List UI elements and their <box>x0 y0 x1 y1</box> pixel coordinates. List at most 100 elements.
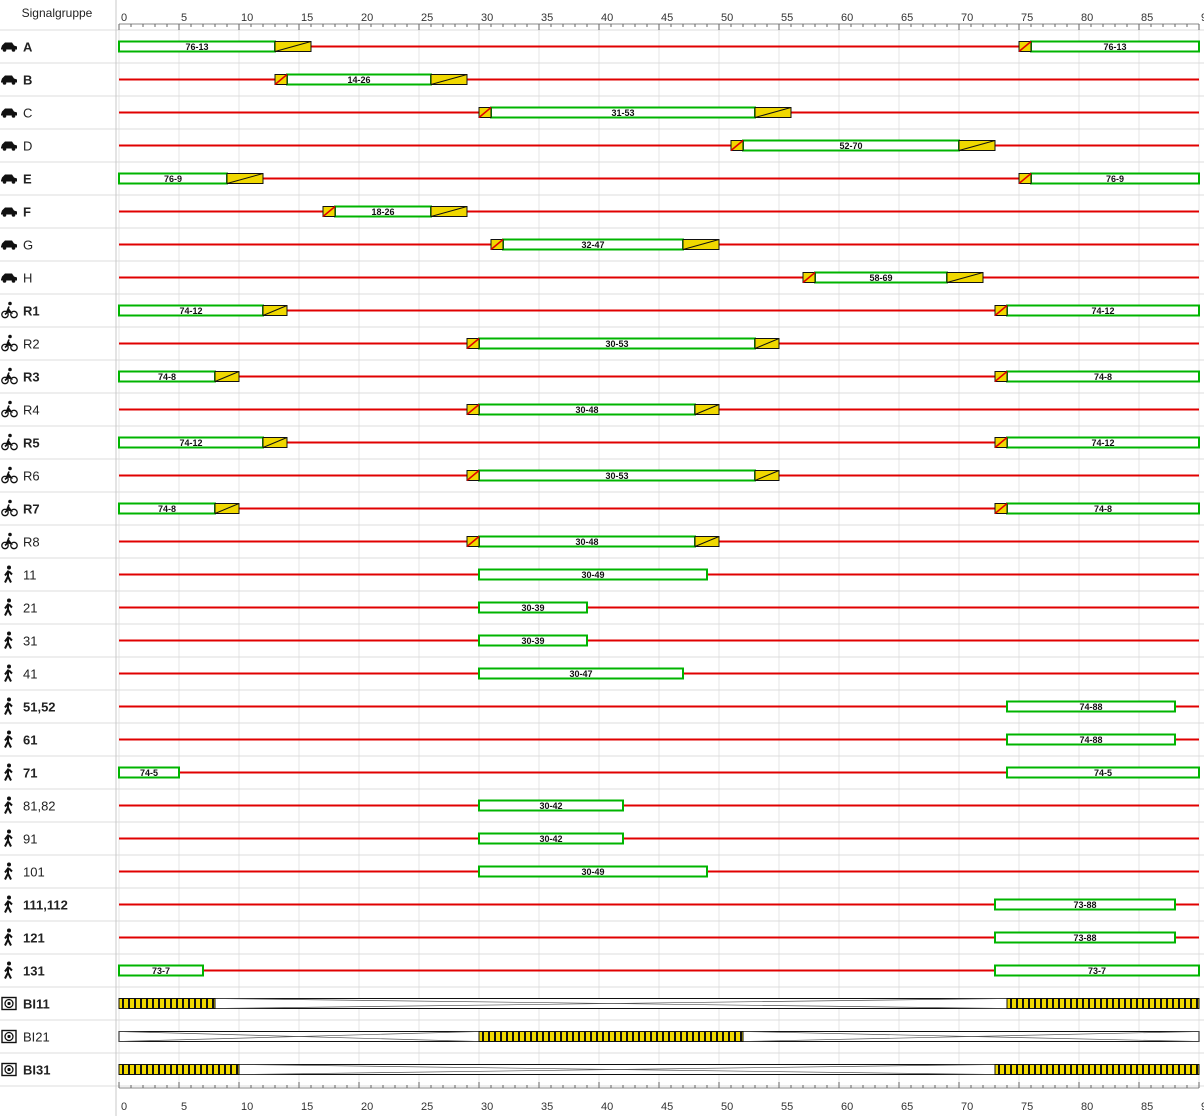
tactile-active-segment <box>118 998 216 1009</box>
signal-group-label-21: 21 <box>23 601 37 616</box>
top-axis-tick-label: 30 <box>481 12 493 24</box>
pedestrian-icon <box>4 796 13 814</box>
bottom-axis-tick-label: 30 <box>481 1101 493 1113</box>
green-phase-label: 73-7 <box>152 966 170 976</box>
green-phase-label: 76-13 <box>185 42 208 52</box>
bottom-axis-tick-label: 50 <box>721 1101 733 1113</box>
green-phase-label: 74-12 <box>1091 438 1114 448</box>
green-phase-label: 30-42 <box>539 801 562 811</box>
green-phase-bar <box>478 832 624 845</box>
bottom-axis-tick-label: 60 <box>841 1101 853 1113</box>
green-phase-label: 76-13 <box>1103 42 1126 52</box>
top-axis-tick-label: 40 <box>601 12 613 24</box>
green-phase-label: 76-9 <box>164 174 182 184</box>
top-axis-tick-label: 85 <box>1141 12 1153 24</box>
green-phase-bar <box>478 601 588 614</box>
bottom-axis-tick-label: 20 <box>361 1101 373 1113</box>
bicycle-icon <box>1 532 18 550</box>
green-phase-label: 73-7 <box>1088 966 1106 976</box>
pedestrian-icon <box>4 763 13 781</box>
bottom-axis-tick-label: 35 <box>541 1101 553 1113</box>
bottom-axis-tick-label: 45 <box>661 1101 673 1113</box>
top-axis-tick-label: 15 <box>301 12 313 24</box>
signal-group-label-R1: R1 <box>23 304 40 319</box>
green-phase-label: 74-12 <box>179 438 202 448</box>
green-phase-bar <box>1006 733 1176 746</box>
green-phase-label: 74-8 <box>158 372 176 382</box>
pedestrian-icon <box>4 598 13 616</box>
signal-group-label-71: 71 <box>23 766 37 781</box>
car-icon <box>1 42 17 52</box>
signal-group-label-BI11: BI11 <box>23 997 50 1012</box>
bottom-axis-tick-label: 40 <box>601 1101 613 1113</box>
yellow-phase-diagonal <box>262 305 288 316</box>
yellow-phase-diagonal <box>226 173 264 184</box>
signal-group-label-R2: R2 <box>23 337 40 352</box>
green-phase-label: 74-88 <box>1079 735 1102 745</box>
green-phase-label: 52-70 <box>839 141 862 151</box>
top-axis-tick-label: 35 <box>541 12 553 24</box>
green-phase-label: 74-8 <box>1094 504 1112 514</box>
green-phase-label: 30-49 <box>581 867 604 877</box>
green-phase-bar <box>1006 700 1176 713</box>
bottom-axis-tick-label: 0 <box>121 1101 127 1113</box>
green-phase-bar <box>478 568 708 581</box>
bicycle-icon <box>1 400 18 418</box>
car-icon <box>1 141 17 151</box>
signal-group-label-G: G <box>23 238 33 253</box>
red-yellow-phase-diagonal <box>466 337 480 350</box>
red-yellow-phase-diagonal <box>1018 40 1032 53</box>
car-icon <box>1 108 17 118</box>
yellow-phase-diagonal <box>274 41 312 52</box>
bicycle-icon <box>1 367 18 385</box>
red-yellow-phase-diagonal <box>994 304 1008 317</box>
red-yellow-phase-diagonal <box>490 238 504 251</box>
bottom-axis-tick-label: 55 <box>781 1101 793 1113</box>
tactile-off-cross <box>214 998 1008 1009</box>
bicycle-icon <box>1 499 18 517</box>
green-phase-label: 74-12 <box>179 306 202 316</box>
red-yellow-phase-diagonal <box>994 502 1008 515</box>
signal-group-label-R3: R3 <box>23 370 40 385</box>
bicycle-icon <box>1 334 18 352</box>
yellow-phase-diagonal <box>214 371 240 382</box>
signal-group-label-R4: R4 <box>23 403 40 418</box>
signal-group-label-131: 131 <box>23 964 45 979</box>
green-phase-label: 73-88 <box>1073 933 1096 943</box>
yellow-phase-diagonal <box>946 272 984 283</box>
yellow-phase-diagonal <box>754 107 792 118</box>
green-phase-label: 30-39 <box>521 636 544 646</box>
bottom-axis-tick-label: 85 <box>1141 1101 1153 1113</box>
green-phase-label: 31-53 <box>611 108 634 118</box>
signal-group-label-81-82: 81,82 <box>23 799 56 814</box>
signal-group-label-R5: R5 <box>23 436 40 451</box>
green-phase-label: 74-88 <box>1079 702 1102 712</box>
bottom-axis-tick-label: 75 <box>1021 1101 1033 1113</box>
bottom-axis-tick-label: 65 <box>901 1101 913 1113</box>
green-phase-bar <box>994 931 1176 944</box>
pedestrian-icon <box>4 928 13 946</box>
signal-group-label-111-112: 111,112 <box>23 898 68 913</box>
signal-group-column-header: Signalgruppe <box>21 6 93 20</box>
pedestrian-icon <box>4 697 13 715</box>
bottom-axis-tick-label: 80 <box>1081 1101 1093 1113</box>
car-icon <box>1 273 17 283</box>
top-axis-tick-label: 55 <box>781 12 793 24</box>
tactile-off-cross <box>238 1064 996 1075</box>
bottom-axis-tick-label: 5 <box>181 1101 187 1113</box>
green-phase-label: 74-8 <box>158 504 176 514</box>
signal-group-label-B: B <box>23 73 32 88</box>
yellow-phase-diagonal <box>694 404 720 415</box>
green-phase-bar <box>994 898 1176 911</box>
blind-signal-icon <box>1 1062 17 1077</box>
bicycle-icon <box>1 301 18 319</box>
top-axis-tick-label: 90 <box>1201 12 1204 24</box>
bottom-axis-tick-label: 15 <box>301 1101 313 1113</box>
green-phase-label: 73-88 <box>1073 900 1096 910</box>
pedestrian-icon <box>4 895 13 913</box>
top-axis-tick-label: 70 <box>961 12 973 24</box>
green-phase-label: 30-48 <box>575 537 598 547</box>
signal-group-label-R6: R6 <box>23 469 40 484</box>
